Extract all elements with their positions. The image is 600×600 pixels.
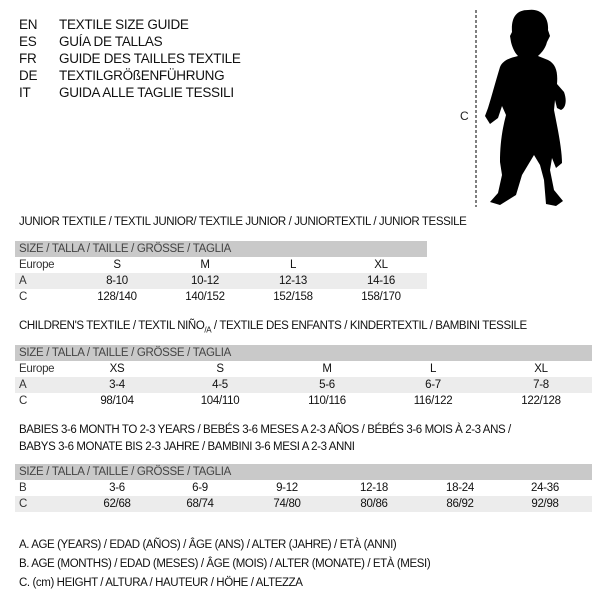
table-header: SIZE / TALLA / TAILLE / GRÖSSE / TAGLIA bbox=[15, 345, 592, 361]
table-row: B 3-6 6-9 9-12 12-18 18-24 24-36 bbox=[19, 482, 559, 494]
table-row: C 128/140 140/152 152/158 158/170 bbox=[19, 291, 401, 303]
children-size-table: SIZE / TALLA / TAILLE / GRÖSSE / TAGLIA … bbox=[15, 345, 592, 409]
legend-c: C. (cm) HEIGHT / ALTURA / HAUTEUR / HÖHE… bbox=[19, 577, 303, 589]
lang-es: ES GUÍA DE TALLAS bbox=[19, 34, 163, 49]
babies-size-table: SIZE / TALLA / TAILLE / GRÖSSE / TAGLIA … bbox=[15, 464, 592, 512]
language-titles: EN TEXTILE SIZE GUIDE ES GUÍA DE TALLAS FR… bbox=[19, 16, 241, 101]
table-row: A 3-4 4-5 5-6 6-7 7-8 bbox=[15, 377, 592, 393]
children-section-title: CHILDREN'S TEXTILE / TEXTIL NIÑO/A / TEX… bbox=[19, 320, 527, 335]
table-header: SIZE / TALLA / TAILLE / GRÖSSE / TAGLIA bbox=[15, 241, 427, 257]
legend-a: A. AGE (YEARS) / EDAD (AÑOS) / ÂGE (ANS)… bbox=[19, 539, 397, 551]
table-row: A 8-10 10-12 12-13 14-16 bbox=[15, 273, 427, 289]
junior-section-title: JUNIOR TEXTILE / TEXTIL JUNIOR/ TEXTILE … bbox=[19, 216, 467, 228]
junior-size-table: SIZE / TALLA / TAILLE / GRÖSSE / TAGLIA … bbox=[15, 241, 427, 305]
table-header: SIZE / TALLA / TAILLE / GRÖSSE / TAGLIA bbox=[15, 464, 592, 480]
lang-en: EN TEXTILE SIZE GUIDE bbox=[19, 17, 189, 32]
table-row: C 98/104 104/110 110/116 116/122 122/128 bbox=[19, 395, 561, 407]
table-row: Europe XS S M L XL bbox=[19, 363, 548, 375]
lang-fr: FR GUIDE DES TAILLES TEXTILE bbox=[19, 51, 241, 66]
lang-it: IT GUIDA ALLE TAGLIE TESSILI bbox=[19, 85, 234, 100]
table-row: C 62/68 68/74 74/80 80/86 86/92 92/98 bbox=[15, 496, 592, 512]
babies-section-title-line2: BABYS 3-6 MONATE BIS 2-3 JAHRE / BAMBINI… bbox=[19, 441, 355, 453]
legend-b: B. AGE (MONTHS) / EDAD (MESES) / ÂGE (MO… bbox=[19, 558, 431, 570]
table-row: Europe S M L XL bbox=[19, 259, 388, 271]
lang-de: DE TEXTILGRÖßENFÜHRUNG bbox=[19, 68, 225, 83]
child-silhouette-icon: C bbox=[460, 9, 566, 207]
height-label: C bbox=[460, 109, 469, 123]
babies-section-title-line1: BABIES 3-6 MONTH TO 2-3 YEARS / BEBÉS 3-… bbox=[19, 424, 511, 436]
measurement-legend: A. AGE (YEARS) / EDAD (AÑOS) / ÂGE (ANS)… bbox=[19, 536, 431, 593]
